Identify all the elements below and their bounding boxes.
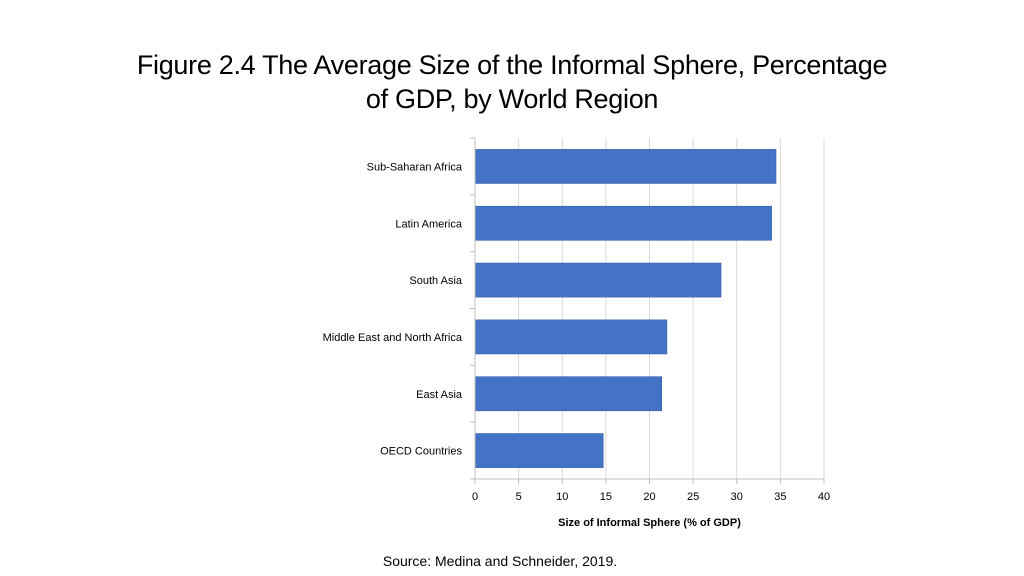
category-label-4: East Asia [416, 389, 463, 401]
bar-4 [474, 376, 663, 412]
bar-3 [474, 319, 668, 355]
bar-5 [474, 433, 604, 468]
x-tick-label-35: 35 [774, 491, 786, 503]
slide-title-line-2: of GDP, by World Region [365, 84, 659, 114]
category-label-5: OECD Countries [380, 446, 462, 458]
x-tick-label-10: 10 [556, 491, 568, 503]
labels: 0 5 10 15 20 25 30 35 40 Sub-Saharan Africa Latin … [323, 161, 831, 503]
x-tick-label-5: 5 [516, 491, 522, 503]
axes [470, 137, 825, 484]
x-axis-title: Size of Informal Sphere (% of GDP) [558, 517, 741, 529]
x-tick-label-25: 25 [687, 491, 699, 503]
slide-title: Figure 2.4 The Average Size of the Infor… [62, 48, 962, 116]
bars [474, 149, 777, 468]
bar-0 [474, 149, 777, 184]
category-label-1: Latin America [395, 218, 463, 230]
x-tick-label-30: 30 [731, 491, 743, 503]
bar-2 [474, 262, 722, 298]
x-tick-label-15: 15 [600, 491, 612, 503]
source-note: Source: Medina and Schneider, 2019. [382, 553, 618, 569]
bar-1 [474, 205, 772, 241]
slide-title-line-1: Figure 2.4 The Average Size of the Infor… [136, 50, 888, 80]
grid-lines [518, 138, 825, 479]
category-label-2: South Asia [409, 275, 462, 287]
category-label-3: Middle East and North Africa [323, 332, 463, 344]
x-tick-label-40: 40 [818, 491, 830, 503]
x-tick-label-0: 0 [472, 491, 478, 503]
x-tick-label-20: 20 [643, 491, 655, 503]
category-label-0: Sub-Saharan Africa [367, 161, 463, 173]
